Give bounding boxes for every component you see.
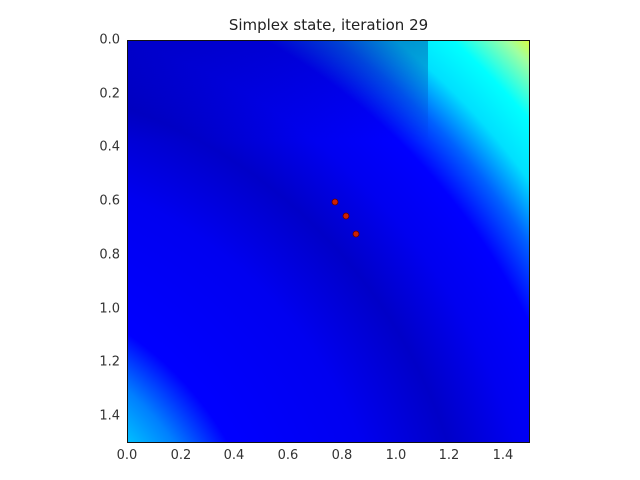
simplex-points bbox=[331, 198, 360, 238]
x-tick-label: 1.2 bbox=[438, 448, 460, 463]
plot-area bbox=[127, 40, 530, 443]
y-tick-label: 0.4 bbox=[99, 139, 120, 155]
simplex-vertex bbox=[331, 198, 339, 206]
y-tick-label: 0.8 bbox=[99, 247, 120, 263]
x-tick-label: 0.4 bbox=[223, 448, 245, 463]
chart-title: Simplex state, iteration 29 bbox=[228, 16, 429, 34]
y-tick-label: 0.6 bbox=[99, 193, 120, 209]
y-tick-label: 0.2 bbox=[99, 86, 120, 102]
y-tick-label: 1.2 bbox=[99, 354, 120, 370]
simplex-vertex bbox=[352, 230, 360, 238]
x-tick-label: 0.0 bbox=[116, 448, 138, 463]
heatmap-image bbox=[128, 41, 529, 442]
x-tick-label: 1.0 bbox=[385, 448, 407, 463]
x-tick-label: 1.4 bbox=[492, 448, 514, 463]
y-tick-label: 0.0 bbox=[99, 32, 120, 48]
y-tick-label: 1.4 bbox=[99, 408, 120, 424]
y-tick-label: 1.0 bbox=[99, 301, 120, 317]
x-tick-label: 0.8 bbox=[331, 448, 353, 463]
x-tick-label: 0.6 bbox=[277, 448, 299, 463]
simplex-vertex bbox=[342, 212, 350, 220]
x-tick-label: 0.2 bbox=[170, 448, 192, 463]
